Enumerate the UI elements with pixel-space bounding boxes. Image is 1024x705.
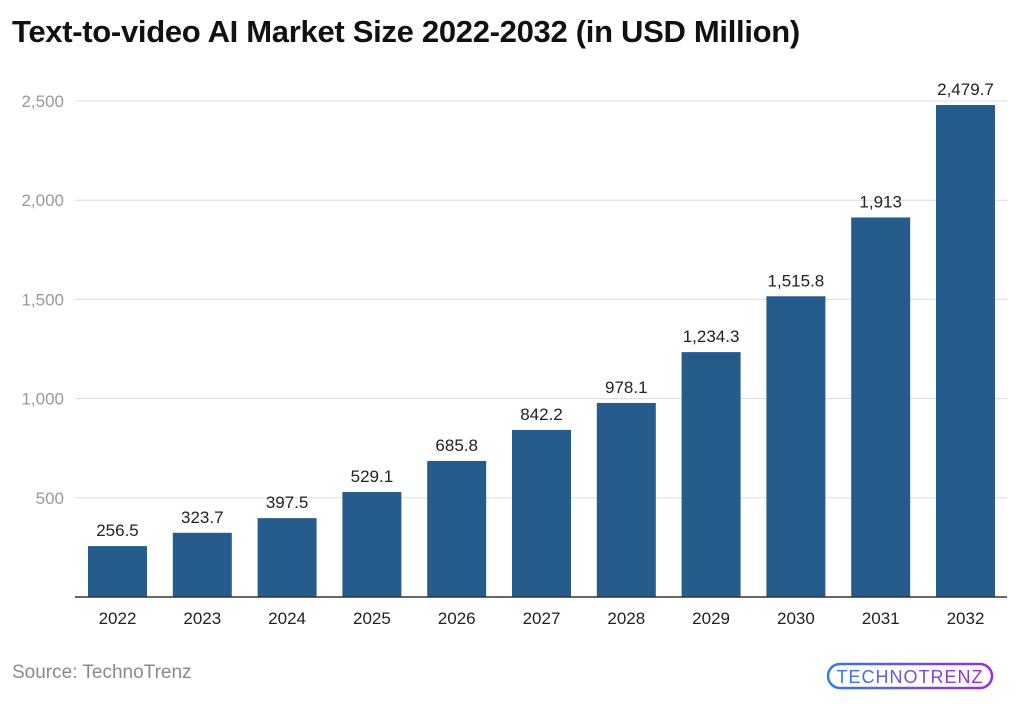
y-tick-label: 500	[36, 489, 64, 508]
bar-2022	[88, 546, 147, 597]
data-label: 978.1	[605, 378, 648, 397]
source-note: Source: TechnoTrenz	[12, 662, 192, 683]
data-label: 685.8	[435, 436, 478, 455]
x-tick-label: 2025	[353, 609, 391, 628]
data-label: 842.2	[520, 405, 563, 424]
bar-2029	[681, 352, 741, 597]
data-label: 397.5	[266, 493, 309, 512]
data-label: 1,913	[859, 192, 902, 211]
svg-text:TECHNOTRENZ: TECHNOTRENZ	[837, 667, 984, 687]
technotrenz-logo: TECHNOTRENZ	[826, 662, 994, 690]
bar-2028	[596, 402, 656, 597]
x-tick-label: 2026	[438, 609, 476, 628]
bar-2025	[342, 492, 402, 597]
x-tick-label: 2027	[523, 609, 561, 628]
y-tick-label: 1,000	[21, 390, 64, 409]
y-tick-label: 2,500	[21, 92, 64, 111]
y-tick-label: 2,000	[21, 191, 64, 210]
data-label: 1,515.8	[768, 271, 825, 290]
data-label: 256.5	[96, 521, 139, 540]
bar-2026	[427, 460, 487, 597]
bar-2024	[257, 518, 317, 597]
data-label: 529.1	[351, 467, 394, 486]
data-label: 2,479.7	[937, 80, 994, 99]
x-tick-label: 2024	[268, 609, 306, 628]
x-tick-label: 2028	[607, 609, 645, 628]
data-label: 323.7	[181, 508, 224, 527]
bar-2027	[512, 429, 571, 597]
data-label: 1,234.3	[683, 327, 740, 346]
bar-chart: 500 1,000 1,500 2,000 2,500 256.5 2022 323.7 202…	[21, 80, 1007, 628]
bar-2031	[851, 217, 911, 597]
x-tick-label: 2023	[183, 609, 221, 628]
x-tick-label: 2030	[777, 609, 815, 628]
chart-title: Text-to-video AI Market Size 2022-2032 (…	[12, 14, 800, 49]
x-tick-label: 2022	[99, 609, 137, 628]
x-tick-label: 2032	[947, 609, 985, 628]
x-tick-label: 2029	[692, 609, 730, 628]
bar-2032	[936, 105, 995, 597]
bar-2023	[172, 532, 232, 597]
y-tick-label: 1,500	[21, 290, 64, 309]
bar-2030	[766, 296, 826, 597]
x-tick-label: 2031	[862, 609, 900, 628]
